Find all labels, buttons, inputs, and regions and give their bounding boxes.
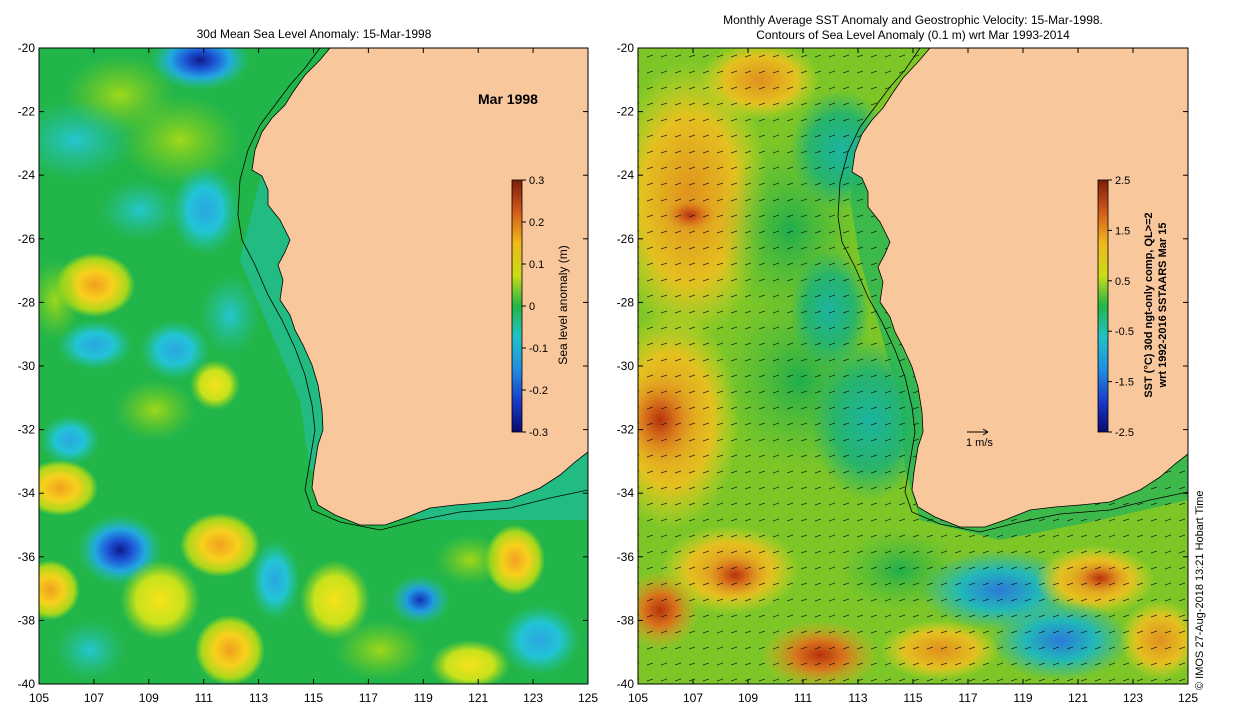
lon-tick-label: 125 [1178,691,1198,705]
right-colorbar: 2.5 1.5 0.5 -0.5 -1.5 -2.5 SST (°C) 30d ngt-o… [1097,175,1169,439]
lon-tick-label: 115 [903,691,922,705]
right-colorbar-label-line1: SST (°C) 30d ngt-only comp, QL>=2 [1143,212,1155,397]
lon-tick-label: 111 [794,691,813,705]
colorbar-tick-label: 2.5 [1115,175,1130,187]
lon-tick-label: 105 [628,691,648,705]
lat-tick-label: -32 [18,423,36,437]
left-map-title: 30d Mean Sea Level Anomaly: 15-Mar-1998 [196,27,432,41]
lon-tick-label: 121 [1068,691,1088,705]
lon-tick-label: 111 [195,691,214,705]
lon-tick-label: 107 [683,691,703,705]
lon-tick-label: 105 [29,691,49,705]
colorbar-tick-label: 1.5 [1115,225,1130,237]
left-map-area [39,48,588,684]
left-colorbar-label: Sea level anomaly (m) [556,245,570,364]
right-colorbar-label-line2: wrt 1992-2016 SSTAARS Mar 15 [1157,223,1169,389]
left-colorbar: 0.3 0.2 0.1 0 -0.1 -0.2 -0.3 Sea level anomaly… [511,175,570,439]
lon-tick-label: 117 [958,691,977,705]
lon-tick-label: 115 [304,691,323,705]
lon-tick-label: 113 [249,691,268,705]
colorbar-tick-label: 0 [529,301,535,313]
lat-tick-label: -38 [18,613,36,627]
lat-tick-label: -28 [617,295,635,309]
colorbar-tick-label: -0.5 [1115,326,1134,338]
lat-tick-label: -26 [617,232,635,246]
colorbar-tick-label: 0.2 [529,217,544,229]
lat-tick-label: -24 [617,168,635,182]
lon-tick-label: 123 [523,691,543,705]
colorbar-tick-label: 0.3 [529,175,544,187]
lat-tick-label: -30 [18,359,36,373]
lon-tick-label: 123 [1123,691,1143,705]
right-map-title-line2: Contours of Sea Level Anomaly (0.1 m) wr… [756,28,1070,42]
colorbar-tick-label: 0.5 [1115,276,1130,288]
lon-tick-label: 117 [359,691,378,705]
lat-tick-label: -36 [18,550,36,564]
right-map-title-line1: Monthly Average SST Anomaly and Geostrop… [723,13,1103,27]
lat-tick-label: -38 [617,613,635,627]
lon-tick-label: 119 [1013,691,1032,705]
colorbar-tick-label: -1.5 [1115,377,1134,389]
lon-tick-label: 121 [468,691,488,705]
velocity-scale-label: 1 m/s [966,437,993,449]
lat-tick-label: -26 [18,232,36,246]
left-month-label: Mar 1998 [478,91,538,107]
lon-tick-label: 113 [848,691,867,705]
lon-tick-label: 119 [414,691,433,705]
lon-tick-label: 109 [139,691,159,705]
credit-text: © IMOS 27-Aug-2018 13:21 Hobart Time [1194,491,1206,690]
lat-tick-label: -22 [617,105,635,119]
colorbar-tick-label: -0.3 [529,427,548,439]
velocity-scale: 1 m/s [966,428,993,449]
lat-tick-label: -22 [18,105,36,119]
colorbar-tick-label: -0.2 [529,385,548,397]
colorbar-tick-label: 0.1 [529,259,544,271]
lat-tick-label: -28 [18,295,36,309]
lat-tick-label: -34 [617,486,635,500]
lat-tick-label: -34 [18,486,36,500]
colorbar-tick-label: -2.5 [1115,427,1134,439]
lat-tick-label: -20 [617,41,635,55]
left-australia-land [251,48,588,526]
lat-tick-label: -30 [617,359,635,373]
lon-tick-label: 125 [578,691,598,705]
lat-tick-label: -24 [18,168,36,182]
lat-tick-label: -40 [617,677,635,691]
colorbar-tick-label: -0.1 [529,343,548,355]
lat-tick-label: -40 [18,677,36,691]
lon-tick-label: 107 [84,691,104,705]
lat-tick-label: -36 [617,550,635,564]
right-map-area [638,48,1188,684]
lat-tick-label: -32 [617,423,635,437]
lat-tick-label: -20 [18,41,36,55]
lon-tick-label: 109 [738,691,758,705]
